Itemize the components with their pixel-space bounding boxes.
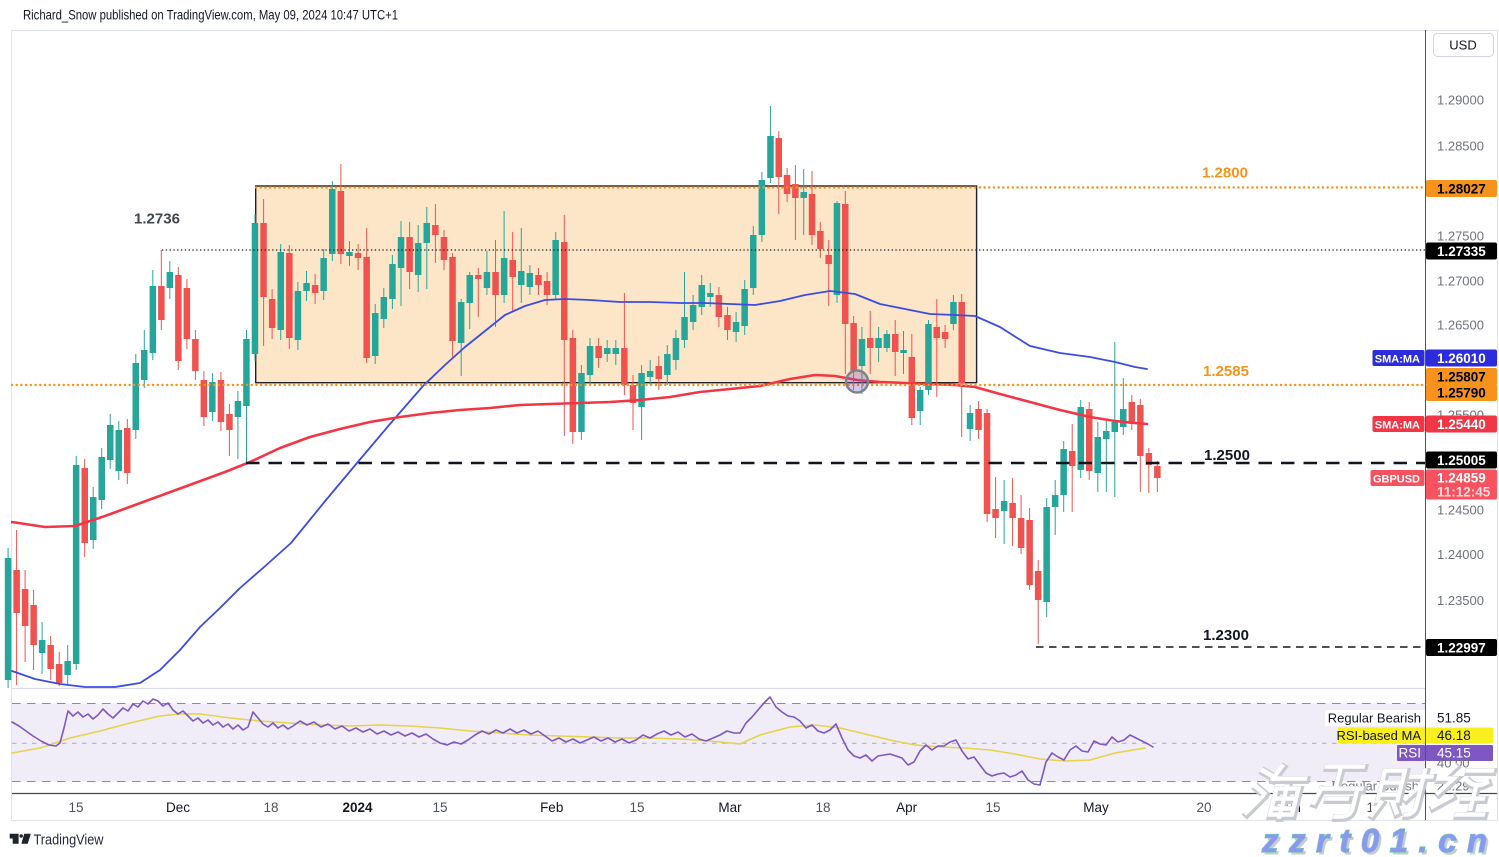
svg-text:1.24859: 1.24859 [1437,470,1486,485]
svg-text:40.00: 40.00 [1437,756,1470,771]
svg-text:GBPUSD: GBPUSD [1373,473,1420,485]
svg-text:Apr: Apr [896,800,918,815]
svg-text:Richard_Snow published on Trad: Richard_Snow published on TradingView.co… [23,8,398,23]
svg-text:18: 18 [815,800,830,815]
svg-text:1.2585: 1.2585 [1203,363,1249,380]
svg-text:2024: 2024 [342,800,373,815]
svg-text:Regular Bearish: Regular Bearish [1328,711,1421,726]
svg-text:1.26010: 1.26010 [1437,351,1486,366]
svg-text:USD: USD [1449,38,1476,53]
svg-text:SMA:MA: SMA:MA [1375,353,1420,365]
svg-text:1.27000: 1.27000 [1437,274,1484,289]
svg-text:18: 18 [263,800,278,815]
svg-text:11:12:45: 11:12:45 [1437,484,1491,499]
svg-text:1.25790: 1.25790 [1437,385,1486,400]
svg-text:Feb: Feb [540,800,563,815]
svg-text:1.24500: 1.24500 [1437,503,1484,518]
svg-text:51.85: 51.85 [1437,711,1471,726]
svg-text:TradingView: TradingView [34,832,104,848]
svg-text:45.15: 45.15 [1437,746,1471,761]
svg-text:1.28500: 1.28500 [1437,139,1484,154]
svg-text:1.2736: 1.2736 [134,211,180,228]
svg-text:1.2300: 1.2300 [1203,627,1249,644]
svg-text:May: May [1083,800,1109,815]
svg-text:1.23500: 1.23500 [1437,593,1484,608]
svg-text:1.2500: 1.2500 [1204,447,1250,464]
svg-text:1.25440: 1.25440 [1437,417,1486,432]
svg-text:RSI-based MA: RSI-based MA [1336,728,1421,743]
svg-text:Mar: Mar [718,800,742,815]
svg-text:46.18: 46.18 [1437,728,1471,743]
svg-text:Dec: Dec [166,800,190,815]
svg-text:zzrt01.cn: zzrt01.cn [1261,822,1498,857]
svg-text:15: 15 [432,800,447,815]
svg-text:1.24000: 1.24000 [1437,547,1484,562]
svg-text:SMA:MA: SMA:MA [1375,419,1420,431]
svg-text:15: 15 [985,800,1000,815]
svg-text:zzrt01.cn: zzrt01.cn [1264,825,1499,857]
svg-text:20: 20 [1196,800,1211,815]
svg-text:1.27335: 1.27335 [1437,244,1486,259]
svg-text:1.25807: 1.25807 [1437,369,1486,384]
svg-text:1.26500: 1.26500 [1437,318,1484,333]
svg-text:15: 15 [629,800,644,815]
svg-text:1.25005: 1.25005 [1437,453,1486,468]
svg-text:1.27500: 1.27500 [1437,229,1484,244]
svg-text:1.2800: 1.2800 [1202,165,1248,182]
svg-text:1.29000: 1.29000 [1437,93,1484,108]
svg-text:1.28027: 1.28027 [1437,181,1486,196]
svg-text:RSI: RSI [1398,746,1421,761]
svg-text:15: 15 [68,800,83,815]
svg-text:1.22997: 1.22997 [1437,640,1486,655]
